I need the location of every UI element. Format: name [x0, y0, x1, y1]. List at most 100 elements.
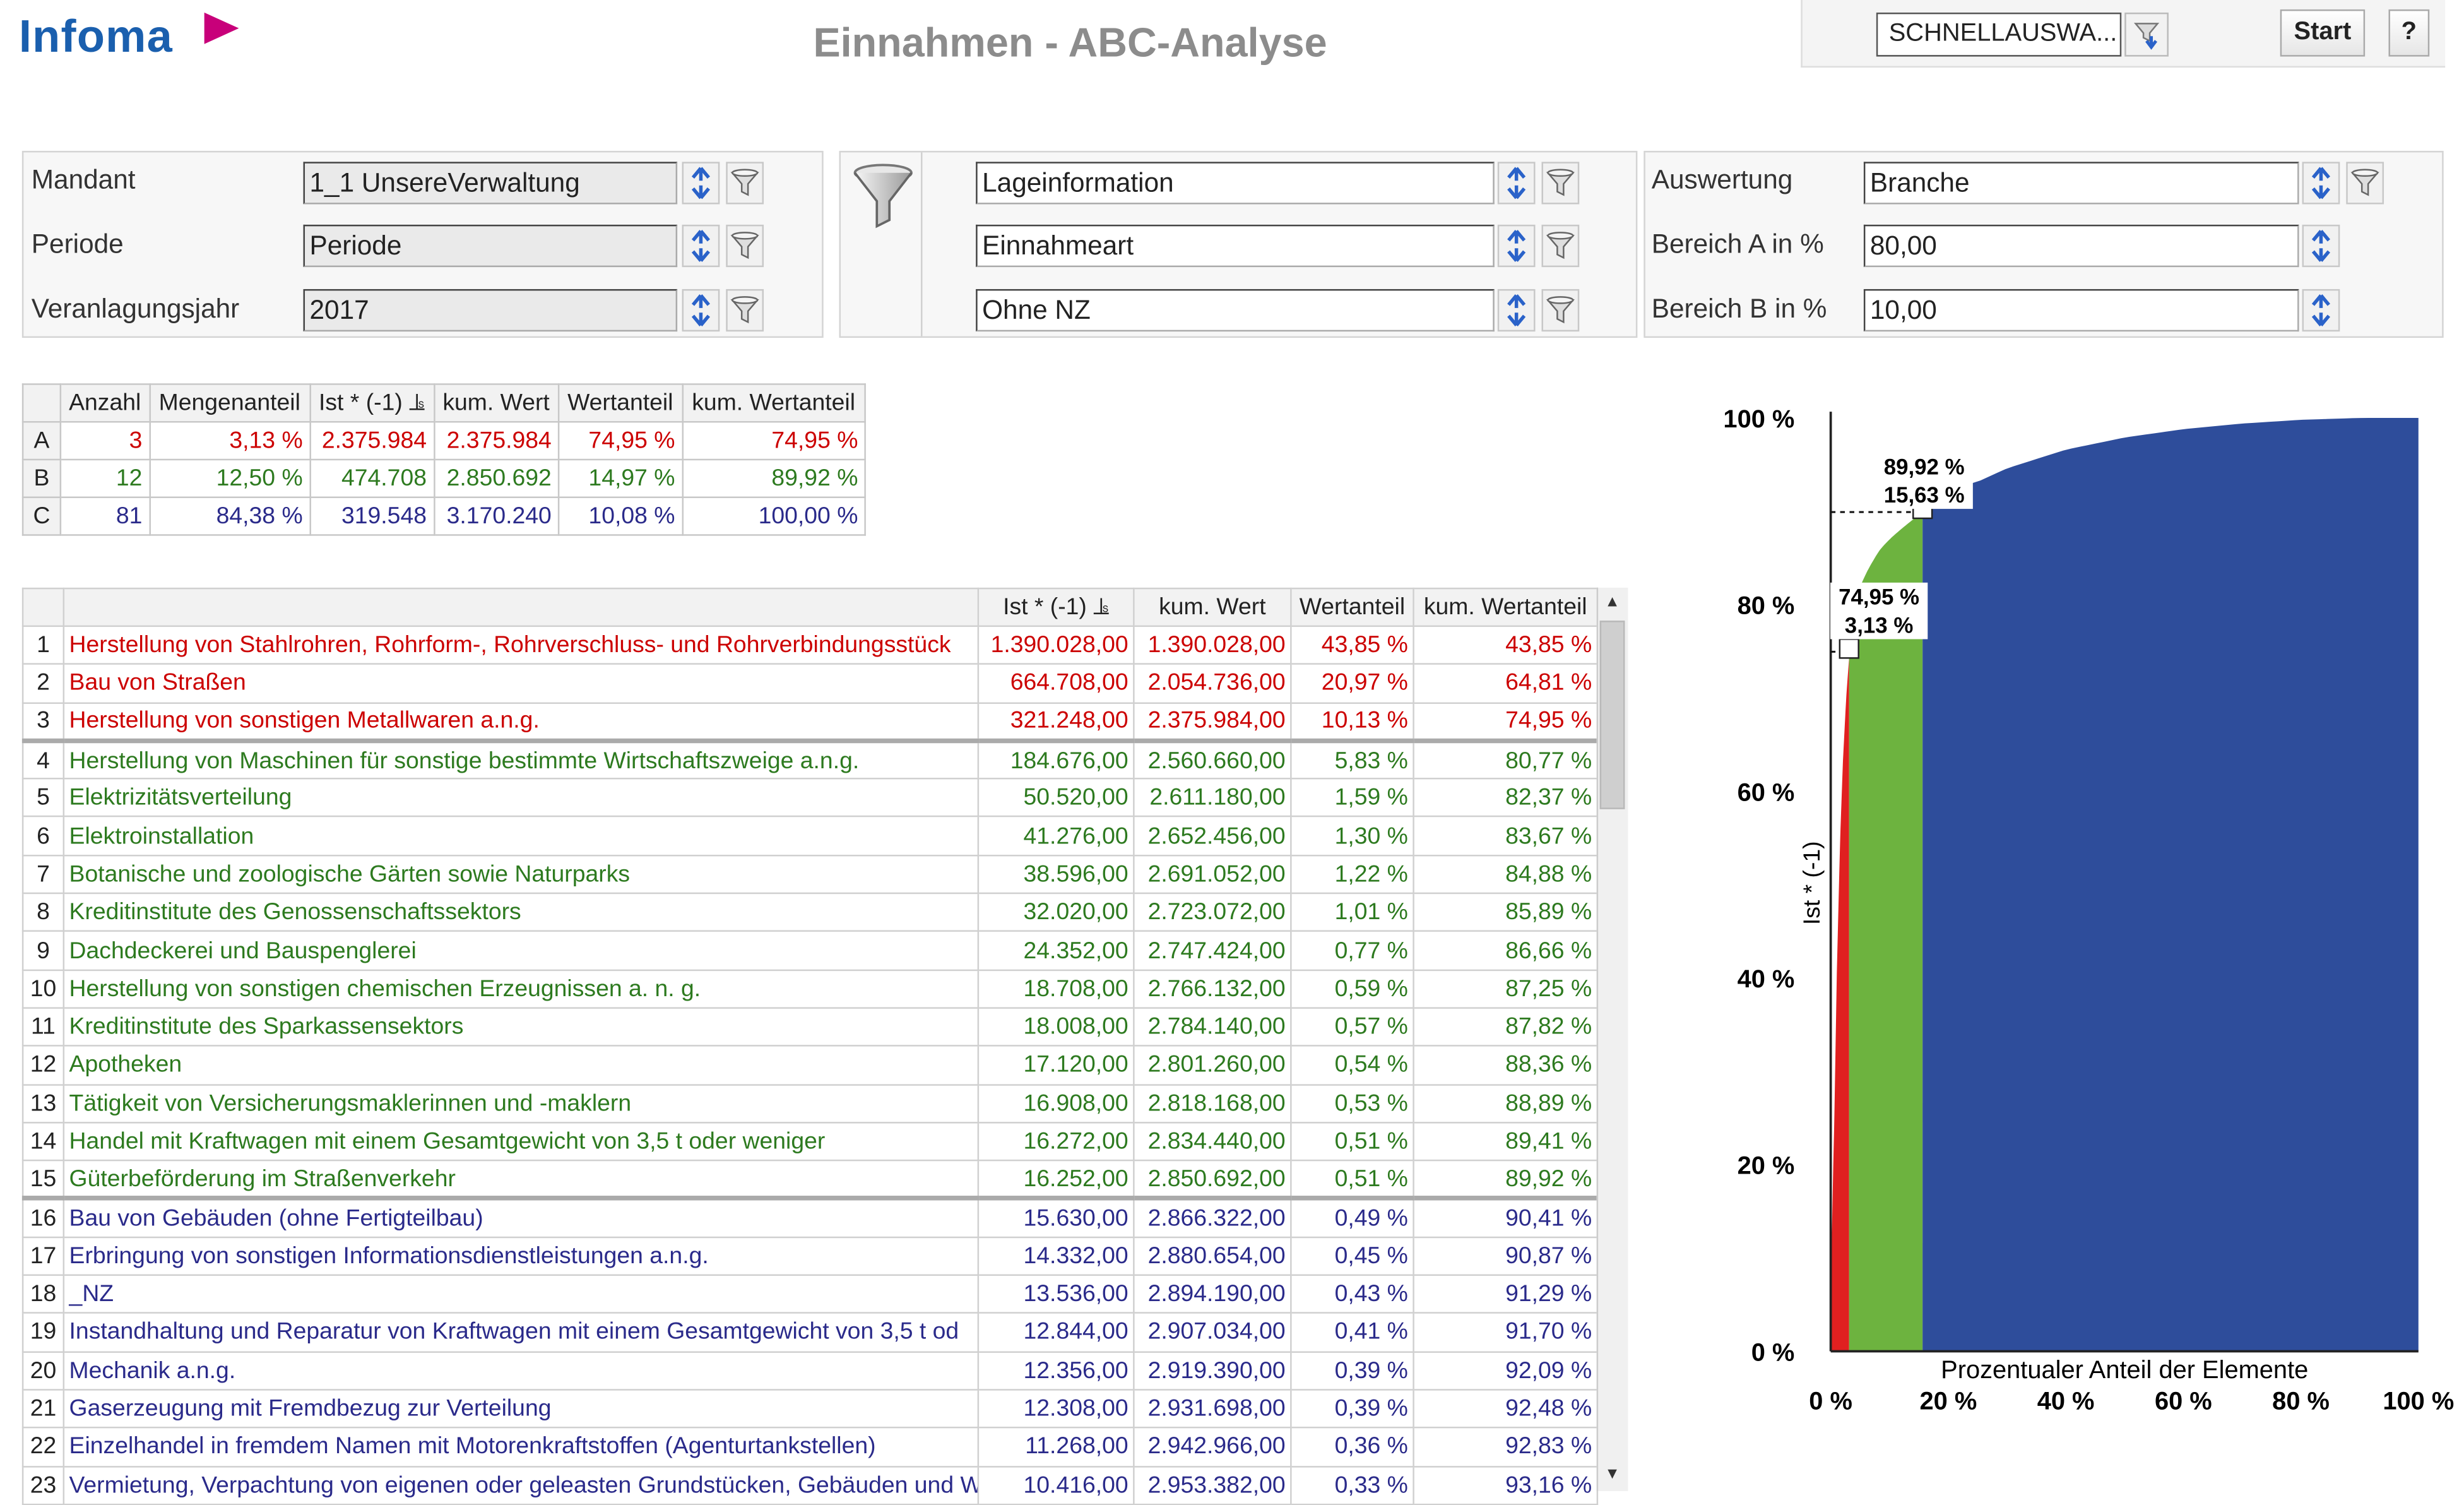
table-row[interactable]: 22 Einzelhandel in fremdem Namen mit Moto… — [21, 1427, 1599, 1467]
detail-header-cell[interactable] — [21, 587, 65, 628]
middle-spinner-icon-3[interactable] — [1497, 289, 1536, 332]
table-row[interactable]: 6 Elektroinstallation 41.276,00 2.652.456,0… — [21, 816, 1599, 856]
auswertung-field[interactable]: Branche — [1863, 162, 2299, 205]
summary-header-cell[interactable]: Mengenanteil — [148, 383, 311, 423]
table-row[interactable]: 9 Dachdeckerei und Bauspenglerei 24.352,00… — [21, 931, 1599, 971]
table-row[interactable]: 19 Instandhaltung und Reparatur von Kraft… — [21, 1312, 1599, 1353]
periode-field[interactable]: Periode — [303, 224, 678, 268]
table-row[interactable]: 8 Kreditinstitute des Genossenschaftssekt… — [21, 892, 1599, 932]
value-cell: 89,41 % — [1413, 1121, 1599, 1162]
bereich-b-field[interactable]: 10,00 — [1863, 289, 2299, 332]
value-cell: 2.611.180,00 — [1133, 778, 1292, 818]
veranlagungsjahr-field[interactable]: 2017 — [303, 289, 678, 332]
table-row[interactable]: 13 Tätigkeit von Versicherungsmaklerinnen… — [21, 1083, 1599, 1124]
quick-select-dropdown-icon[interactable] — [2124, 12, 2169, 57]
scroll-up-icon[interactable]: ▲ — [1604, 593, 1620, 612]
table-row[interactable]: 23 Vermietung, Verpachtung von eigenen od… — [21, 1465, 1599, 1505]
quick-select-combo[interactable]: SCHNELLAUSWA... — [1876, 12, 2122, 57]
summary-row[interactable]: A 3 3,13 % 2.375.984 2.375.984 74,95 % 74,95 % — [21, 421, 866, 461]
summary-cell: 319.548 — [309, 496, 435, 536]
value-cell: 2.375.984,00 — [1133, 701, 1292, 742]
value-cell: 0,77 % — [1290, 931, 1414, 971]
right-spinner-icon-1[interactable] — [2302, 162, 2340, 205]
right-funnel-icon-1[interactable] — [2346, 162, 2384, 205]
left-spinner-icon-1[interactable] — [682, 162, 720, 205]
table-row[interactable]: 21 Gaserzeugung mit Fremdbezug zur Vertei… — [21, 1389, 1599, 1429]
summary-cell: 81 — [59, 496, 150, 536]
detail-header-cell[interactable]: Wertanteil — [1290, 587, 1414, 628]
branch-name: Kreditinstitute des Genossenschaftssekto… — [62, 892, 980, 932]
value-cell: 18.008,00 — [977, 1007, 1135, 1047]
value-cell: 74,95 % — [1413, 701, 1599, 742]
middle-spinner-icon-1[interactable] — [1497, 162, 1536, 205]
table-row[interactable]: 1 Herstellung von Stahlrohren, Rohrform-,… — [21, 625, 1599, 665]
periode-label: Periode — [31, 229, 124, 259]
summary-header-cell[interactable]: Wertanteil — [557, 383, 683, 423]
detail-header-cell[interactable]: kum. Wertanteil — [1413, 587, 1599, 628]
lageinformation-field[interactable]: Lageinformation — [976, 162, 1495, 205]
table-row[interactable]: 3 Herstellung von sonstigen Metallwaren a… — [21, 701, 1599, 742]
value-cell: 84,88 % — [1413, 854, 1599, 895]
summary-header-cell[interactable]: Ist * (-1) ⫡ — [309, 383, 435, 423]
summary-header-cell[interactable]: kum. Wert — [432, 383, 560, 423]
summary-row[interactable]: B 12 12,50 % 474.708 2.850.692 14,97 % 89,92 % — [21, 458, 866, 498]
left-funnel-icon-1[interactable] — [726, 162, 764, 205]
value-cell: 0,36 % — [1290, 1427, 1414, 1467]
bereich-b-label: Bereich B in % — [1651, 294, 1827, 324]
middle-funnel-icon-2[interactable] — [1541, 224, 1580, 268]
left-spinner-icon-3[interactable] — [682, 289, 720, 332]
value-cell: 2.931.698,00 — [1133, 1389, 1292, 1429]
row-index: 22 — [21, 1427, 65, 1467]
table-row[interactable]: 17 Erbringung von sonstigen Informationsd… — [21, 1236, 1599, 1276]
start-button[interactable]: Start — [2280, 9, 2366, 57]
table-row[interactable]: 11 Kreditinstitute des Sparkassensektors 1… — [21, 1007, 1599, 1047]
table-row[interactable]: 7 Botanische und zoologische Gärten sowie… — [21, 854, 1599, 895]
branch-name: Mechanik a.n.g. — [62, 1350, 980, 1391]
table-row[interactable]: 12 Apotheken 17.120,00 2.801.260,00 0,54 % 88… — [21, 1045, 1599, 1085]
summary-cell: 74,95 % — [681, 421, 866, 461]
value-cell: 0,41 % — [1290, 1312, 1414, 1353]
detail-header-cell[interactable]: kum. Wert — [1133, 587, 1292, 628]
table-row[interactable]: 4 Herstellung von Maschinen für sonstige … — [21, 738, 1599, 780]
left-spinner-icon-2[interactable] — [682, 224, 720, 268]
branch-name: Einzelhandel in fremdem Namen mit Motore… — [62, 1427, 980, 1467]
table-row[interactable]: 5 Elektrizitätsverteilung 50.520,00 2.611.1… — [21, 778, 1599, 818]
middle-spinner-icon-2[interactable] — [1497, 224, 1536, 268]
row-index: 6 — [21, 816, 65, 856]
annotation-box — [1875, 452, 1973, 509]
right-spinner-icon-2[interactable] — [2302, 224, 2340, 268]
mandant-field[interactable]: 1_1 UnsereVerwaltung — [303, 162, 678, 205]
table-row[interactable]: 15 Güterbeförderung im Straßenverkehr 16.2… — [21, 1160, 1599, 1200]
help-button[interactable]: ? — [2388, 9, 2430, 57]
left-funnel-icon-2[interactable] — [726, 224, 764, 268]
table-row[interactable]: 14 Handel mit Kraftwagen mit einem Gesamt… — [21, 1121, 1599, 1162]
table-row[interactable]: 2 Bau von Straßen 664.708,00 2.054.736,00 20… — [21, 663, 1599, 704]
detail-header-cell[interactable]: Ist * (-1) ⫡ — [977, 587, 1135, 628]
y-tick-label: 80 % — [1738, 592, 1795, 620]
summary-header-cell[interactable] — [21, 383, 62, 423]
right-spinner-icon-3[interactable] — [2302, 289, 2340, 332]
value-cell: 0,59 % — [1290, 968, 1414, 1009]
scroll-down-icon[interactable]: ▼ — [1604, 1466, 1620, 1484]
branch-name: Bau von Straßen — [62, 663, 980, 704]
veranlagungsjahr-label: Veranlagungsjahr — [31, 294, 240, 324]
einnahmeart-field[interactable]: Einnahmeart — [976, 224, 1495, 268]
table-row[interactable]: 20 Mechanik a.n.g. 12.356,00 2.919.390,00 0,… — [21, 1350, 1599, 1391]
left-funnel-icon-3[interactable] — [726, 289, 764, 332]
ohne-nz-field[interactable]: Ohne NZ — [976, 289, 1495, 332]
summary-row[interactable]: C 81 84,38 % 319.548 3.170.240 10,08 % 100,00 … — [21, 496, 866, 536]
x-tick-label: 20 % — [1919, 1388, 1977, 1415]
detail-scrollbar-thumb[interactable] — [1599, 621, 1625, 809]
table-row[interactable]: 10 Herstellung von sonstigen chemischen E… — [21, 968, 1599, 1009]
table-row[interactable]: 18 _NZ 13.536,00 2.894.190,00 0,43 % 91,29 % — [21, 1274, 1599, 1314]
middle-funnel-icon-3[interactable] — [1541, 289, 1580, 332]
bereich-a-field[interactable]: 80,00 — [1863, 224, 2299, 268]
value-cell: 10.416,00 — [977, 1465, 1135, 1505]
row-index: 11 — [21, 1007, 65, 1047]
table-row[interactable]: 16 Bau von Gebäuden (ohne Fertigteilbau) 1… — [21, 1196, 1599, 1238]
middle-funnel-icon-1[interactable] — [1541, 162, 1580, 205]
summary-header-cell[interactable]: Anzahl — [59, 383, 150, 423]
detail-header-cell[interactable] — [62, 587, 980, 628]
summary-header-cell[interactable]: kum. Wertanteil — [681, 383, 866, 423]
value-cell: 2.054.736,00 — [1133, 663, 1292, 704]
